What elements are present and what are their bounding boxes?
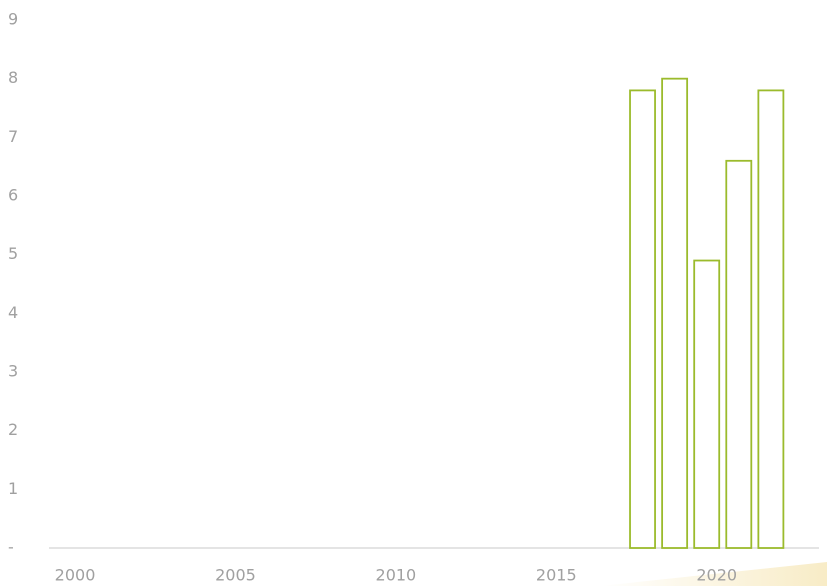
x-tick-label: 2015 <box>536 566 577 585</box>
x-tick-label: 2010 <box>376 566 417 585</box>
y-tick-label: 7 <box>8 127 18 146</box>
y-tick-label: 8 <box>8 68 18 87</box>
y-tick-label: 3 <box>8 362 18 381</box>
y-tick-label: 6 <box>8 186 18 205</box>
y-tick-label: 2 <box>8 420 18 439</box>
bar <box>725 159 753 549</box>
y-tick-label: 4 <box>8 303 18 322</box>
x-tick-label: 2000 <box>55 566 96 585</box>
y-tick-label: 1 <box>8 479 18 498</box>
decoration <box>600 562 827 586</box>
x-tick-label: 2020 <box>696 566 737 585</box>
bar <box>629 89 656 549</box>
y-tick-label: 9 <box>8 10 18 29</box>
x-tick-label: 2005 <box>215 566 256 585</box>
bar <box>757 89 785 549</box>
y-tick-label: 5 <box>8 244 18 263</box>
y-tick-label: - <box>8 538 14 557</box>
bar <box>693 259 721 549</box>
bar <box>661 77 689 549</box>
